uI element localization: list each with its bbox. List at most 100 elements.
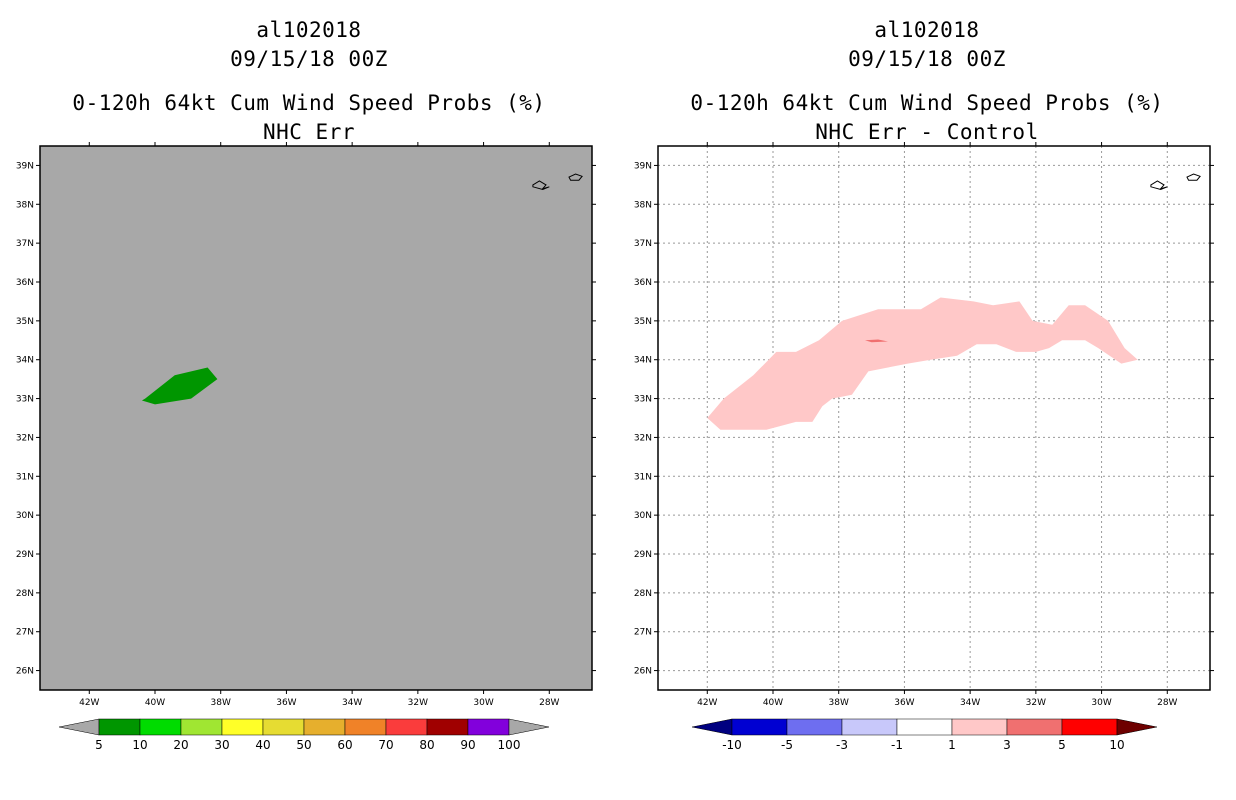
- probability-region: [141, 367, 218, 405]
- datetime-title: 09/15/18 00Z: [848, 47, 1006, 71]
- lat-label: 28N: [16, 589, 34, 599]
- right-map-panel: al102018 09/15/18 00Z 0-120h 64kt Cum Wi…: [618, 0, 1236, 800]
- colorbar-swatch: [98, 718, 141, 736]
- colorbar-swatch: [731, 718, 788, 736]
- colorbar-label: -5: [781, 738, 793, 752]
- colorbar-swatch: [344, 718, 387, 736]
- island-outline: [1186, 173, 1201, 181]
- lat-label: 36N: [16, 278, 34, 288]
- colorbar-label: 90: [460, 738, 475, 752]
- island-outline: [568, 173, 583, 181]
- colorbar-label: -10: [722, 738, 742, 752]
- lat-label: 32N: [16, 433, 34, 443]
- lon-label: 30W: [1091, 698, 1111, 708]
- lat-label: 39N: [634, 161, 652, 171]
- lon-label: 38W: [211, 698, 231, 708]
- lon-label: 32W: [1026, 698, 1046, 708]
- lat-label: 29N: [634, 550, 652, 560]
- lat-label: 35N: [16, 317, 34, 327]
- colorbar-swatch: [262, 718, 305, 736]
- colorbar-swatch: [841, 718, 898, 736]
- lat-label: 32N: [634, 433, 652, 443]
- colorbar-high-arrow: [508, 718, 550, 736]
- lat-label: 36N: [634, 278, 652, 288]
- lat-label: 31N: [16, 472, 34, 482]
- lon-label: 34W: [342, 698, 362, 708]
- lat-label: 37N: [16, 239, 34, 249]
- lon-label: 30W: [473, 698, 493, 708]
- colorbar-low-arrow: [691, 718, 733, 736]
- lat-label: 26N: [16, 667, 34, 677]
- lon-label: 34W: [960, 698, 980, 708]
- difference-region-positive: [707, 297, 1138, 430]
- colorbar-label: 20: [173, 738, 188, 752]
- colorbar-label: -3: [836, 738, 848, 752]
- subtitle: NHC Err: [262, 120, 355, 144]
- colorbar: -10 -5 -3 -1 1 3 5 10: [691, 718, 1158, 752]
- lon-label: 42W: [79, 698, 99, 708]
- colorbar-swatch: [303, 718, 346, 736]
- lon-label: 40W: [763, 698, 783, 708]
- island-outline: [1150, 180, 1168, 191]
- colorbar-swatch: [180, 718, 223, 736]
- lat-label: 27N: [16, 628, 34, 638]
- difference-region-strong: [865, 339, 888, 343]
- lat-label: 38N: [634, 200, 652, 210]
- lon-label: 40W: [145, 698, 165, 708]
- colorbar-label: 3: [1003, 738, 1011, 752]
- lat-label: 35N: [634, 317, 652, 327]
- lat-label: 28N: [634, 589, 652, 599]
- lat-label: 34N: [634, 356, 652, 366]
- colorbar-label: 50: [296, 738, 311, 752]
- lat-label: 31N: [634, 472, 652, 482]
- colorbar-swatch: [896, 718, 953, 736]
- lon-label: 38W: [829, 698, 849, 708]
- storm-id-title: al102018: [874, 18, 980, 42]
- colorbar-swatch: [221, 718, 264, 736]
- lat-label: 33N: [634, 395, 652, 405]
- lat-label: 34N: [16, 356, 34, 366]
- colorbar-low-arrow: [58, 718, 100, 736]
- colorbar-swatch: [139, 718, 182, 736]
- lon-label: 36W: [894, 698, 914, 708]
- map-background: [40, 146, 592, 690]
- colorbar-swatch: [951, 718, 1008, 736]
- colorbar-label: -1: [891, 738, 903, 752]
- colorbar-swatch: [426, 718, 469, 736]
- colorbar-label: 100: [498, 738, 521, 752]
- island-outline: [532, 180, 550, 191]
- lat-label: 38N: [16, 200, 34, 210]
- map-frame: [657, 145, 1211, 691]
- colorbar-swatch: [786, 718, 843, 736]
- lat-label: 33N: [16, 395, 34, 405]
- colorbar-swatch: [1006, 718, 1063, 736]
- colorbar-label: 5: [1058, 738, 1066, 752]
- left-map-panel: al102018 09/15/18 00Z 0-120h 64kt Cum Wi…: [16, 18, 596, 752]
- colorbar-label: 30: [214, 738, 229, 752]
- subtitle: NHC Err - Control: [815, 120, 1039, 144]
- colorbar-swatch: [467, 718, 510, 736]
- lon-label: 32W: [408, 698, 428, 708]
- colorbar: 5 10 20 30 40 50 60 70 80 90 100: [58, 718, 550, 752]
- lon-label: 36W: [276, 698, 296, 708]
- colorbar-swatch: [385, 718, 428, 736]
- colorbar-high-arrow: [1116, 718, 1158, 736]
- colorbar-label: 70: [378, 738, 393, 752]
- lon-label: 28W: [539, 698, 559, 708]
- lon-label: 42W: [697, 698, 717, 708]
- colorbar-label: 5: [95, 738, 103, 752]
- product-title: 0-120h 64kt Cum Wind Speed Probs (%): [690, 91, 1164, 115]
- colorbar-label: 10: [1109, 738, 1124, 752]
- right-map-svg: 39N 38N 37N 36N 35N 34N 33N 32N 31N 30N 29N 28N 27N 2…: [634, 142, 1214, 752]
- colorbar-label: 60: [337, 738, 352, 752]
- lat-label: 39N: [16, 161, 34, 171]
- datetime-title: 09/15/18 00Z: [230, 47, 388, 71]
- left-map-svg: 39N 38N 37N 36N 35N 34N 33N 32N 31N 30N 29N 28N 27N 2…: [16, 142, 596, 752]
- colorbar-label: 10: [132, 738, 147, 752]
- lat-label: 29N: [16, 550, 34, 560]
- lat-label: 37N: [634, 239, 652, 249]
- lat-label: 27N: [634, 628, 652, 638]
- lat-label: 30N: [634, 511, 652, 521]
- colorbar-label: 80: [419, 738, 434, 752]
- lat-label: 30N: [16, 511, 34, 521]
